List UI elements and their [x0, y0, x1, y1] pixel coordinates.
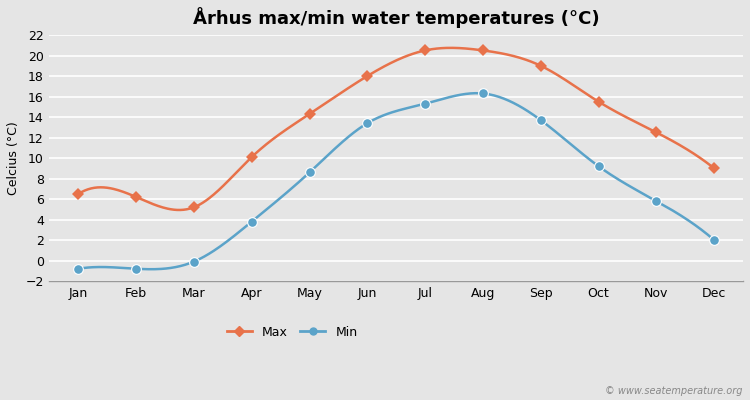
Text: © www.seatemperature.org: © www.seatemperature.org: [605, 386, 742, 396]
Y-axis label: Celcius (°C): Celcius (°C): [7, 121, 20, 195]
Legend: Max, Min: Max, Min: [222, 321, 362, 344]
Title: Århus max/min water temperatures (°C): Århus max/min water temperatures (°C): [193, 7, 599, 28]
